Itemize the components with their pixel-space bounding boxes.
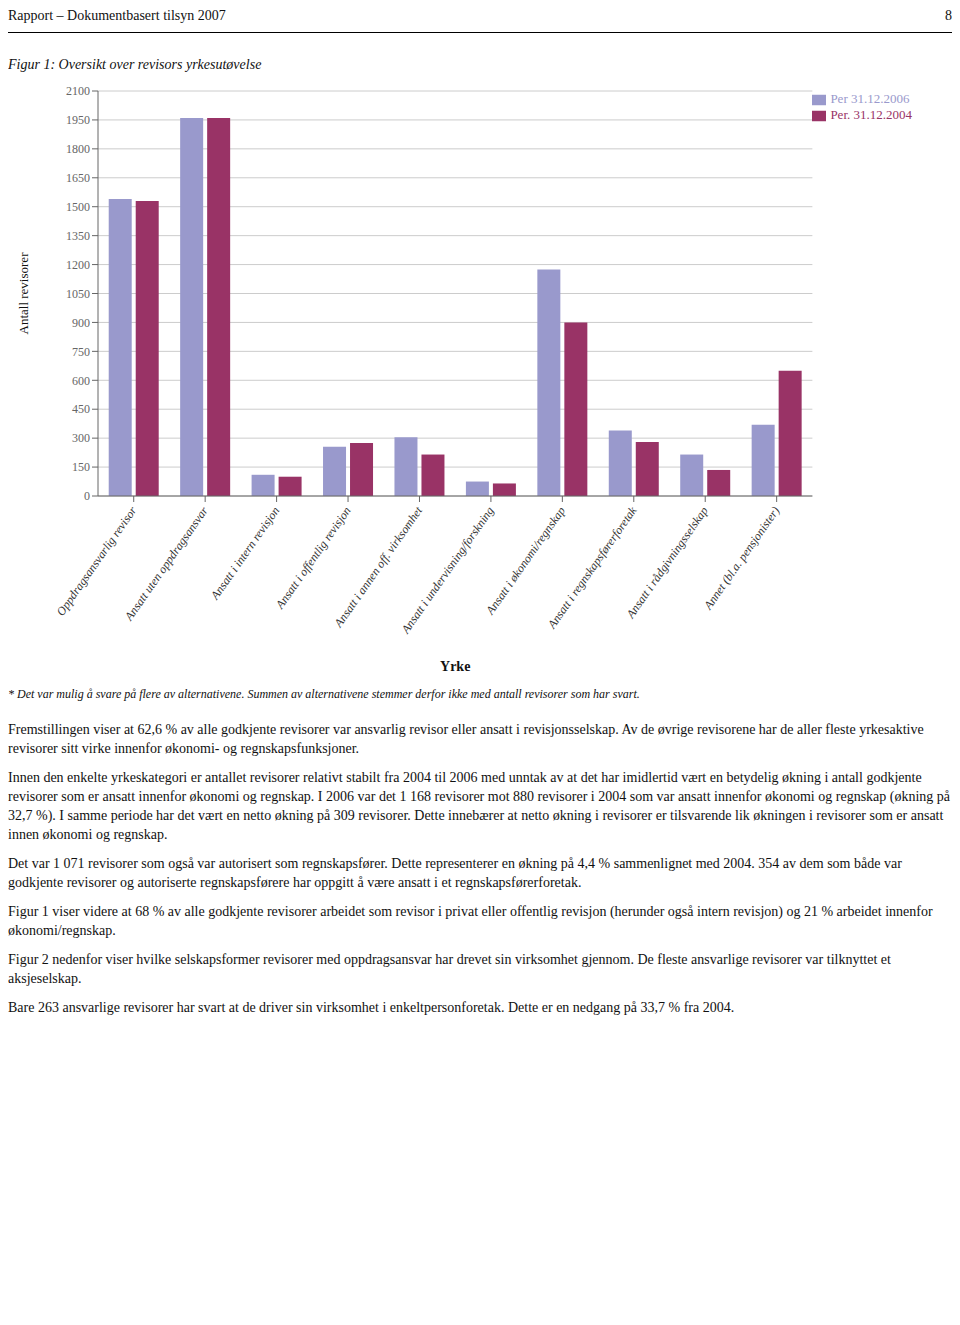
html-text:Bare 263 ansvarlige revisorer: Bare 263 ansvarlige revisorer har svart … xyxy=(8,1000,735,1015)
svg-text:1650: 1650 xyxy=(66,171,90,185)
svg-text:1500: 1500 xyxy=(66,200,90,214)
html-text:8: 8 xyxy=(945,8,952,23)
html-text:Figur 1 viser videre at 68 % a: Figur 1 viser videre at 68 % av alle god… xyxy=(8,904,933,938)
html-text:Figur 1: Oversikt over revisor: Figur 1: Oversikt over revisors yrkesutø… xyxy=(8,57,262,72)
svg-text:1050: 1050 xyxy=(66,287,90,301)
svg-text:Ansatt i intern revisjon: Ansatt i intern revisjon xyxy=(207,504,282,603)
svg-text:Annet (bl.a. pensjonister): Annet (bl.a. pensjonister) xyxy=(700,504,782,613)
svg-text:Ansatt i annen off. virksomhet: Ansatt i annen off. virksomhet xyxy=(331,504,426,630)
svg-text:Oppdragsansvarlig revisor: Oppdragsansvarlig revisor xyxy=(53,504,139,619)
svg-text:Ansatt i undervisning/forsknin: Ansatt i undervisning/forskning xyxy=(398,504,497,637)
svg-text:0: 0 xyxy=(84,489,90,503)
html-text:Per 31.12.2006: Per 31.12.2006 xyxy=(830,91,910,106)
svg-text:Antall revisorer: Antall revisorer xyxy=(16,252,31,335)
svg-text:2100: 2100 xyxy=(66,84,90,98)
svg-text:600: 600 xyxy=(72,374,90,388)
svg-text:150: 150 xyxy=(72,460,90,474)
svg-text:Ansatt uten oppdragsansvar: Ansatt uten oppdragsansvar xyxy=(121,504,211,624)
svg-text:450: 450 xyxy=(72,402,90,416)
svg-text:1350: 1350 xyxy=(66,229,90,243)
svg-text:1200: 1200 xyxy=(66,258,90,272)
svg-text:Ansatt i rådgivningsselskap: Ansatt i rådgivningsselskap xyxy=(623,504,711,622)
svg-text:Ansatt i offentlig revisjon: Ansatt i offentlig revisjon xyxy=(272,504,354,612)
svg-text:1800: 1800 xyxy=(66,142,90,156)
svg-text:900: 900 xyxy=(72,316,90,330)
svg-text:300: 300 xyxy=(72,431,90,445)
html-text:Rapport – Dokumentbasert tilsy: Rapport – Dokumentbasert tilsyn 2007 xyxy=(8,8,226,23)
svg-text:Yrke: Yrke xyxy=(440,659,470,674)
html-text:* Det var mulig å svare på fle: * Det var mulig å svare på flere av alte… xyxy=(8,687,640,701)
html-text:Per. 31.12.2004: Per. 31.12.2004 xyxy=(830,107,912,122)
svg-text:Ansatt i regnskapsførerforetak: Ansatt i regnskapsførerforetak xyxy=(544,504,640,632)
html-text:Innen den enkelte yrkeskategor: Innen den enkelte yrkeskategori er antal… xyxy=(8,770,951,842)
svg-text:750: 750 xyxy=(72,345,90,359)
svg-text:1950: 1950 xyxy=(66,113,90,127)
html-text:Figur 2 nedenfor viser hvilke: Figur 2 nedenfor viser hvilke selskapsfo… xyxy=(8,952,891,986)
html-text:Fremstillingen viser at 62,6 %: Fremstillingen viser at 62,6 % av alle g… xyxy=(8,722,924,756)
html-text:Det var 1 071 revisorer som og: Det var 1 071 revisorer som også var aut… xyxy=(8,856,902,890)
svg-text:Ansatt i økonomi/regnskap: Ansatt i økonomi/regnskap xyxy=(482,504,568,618)
